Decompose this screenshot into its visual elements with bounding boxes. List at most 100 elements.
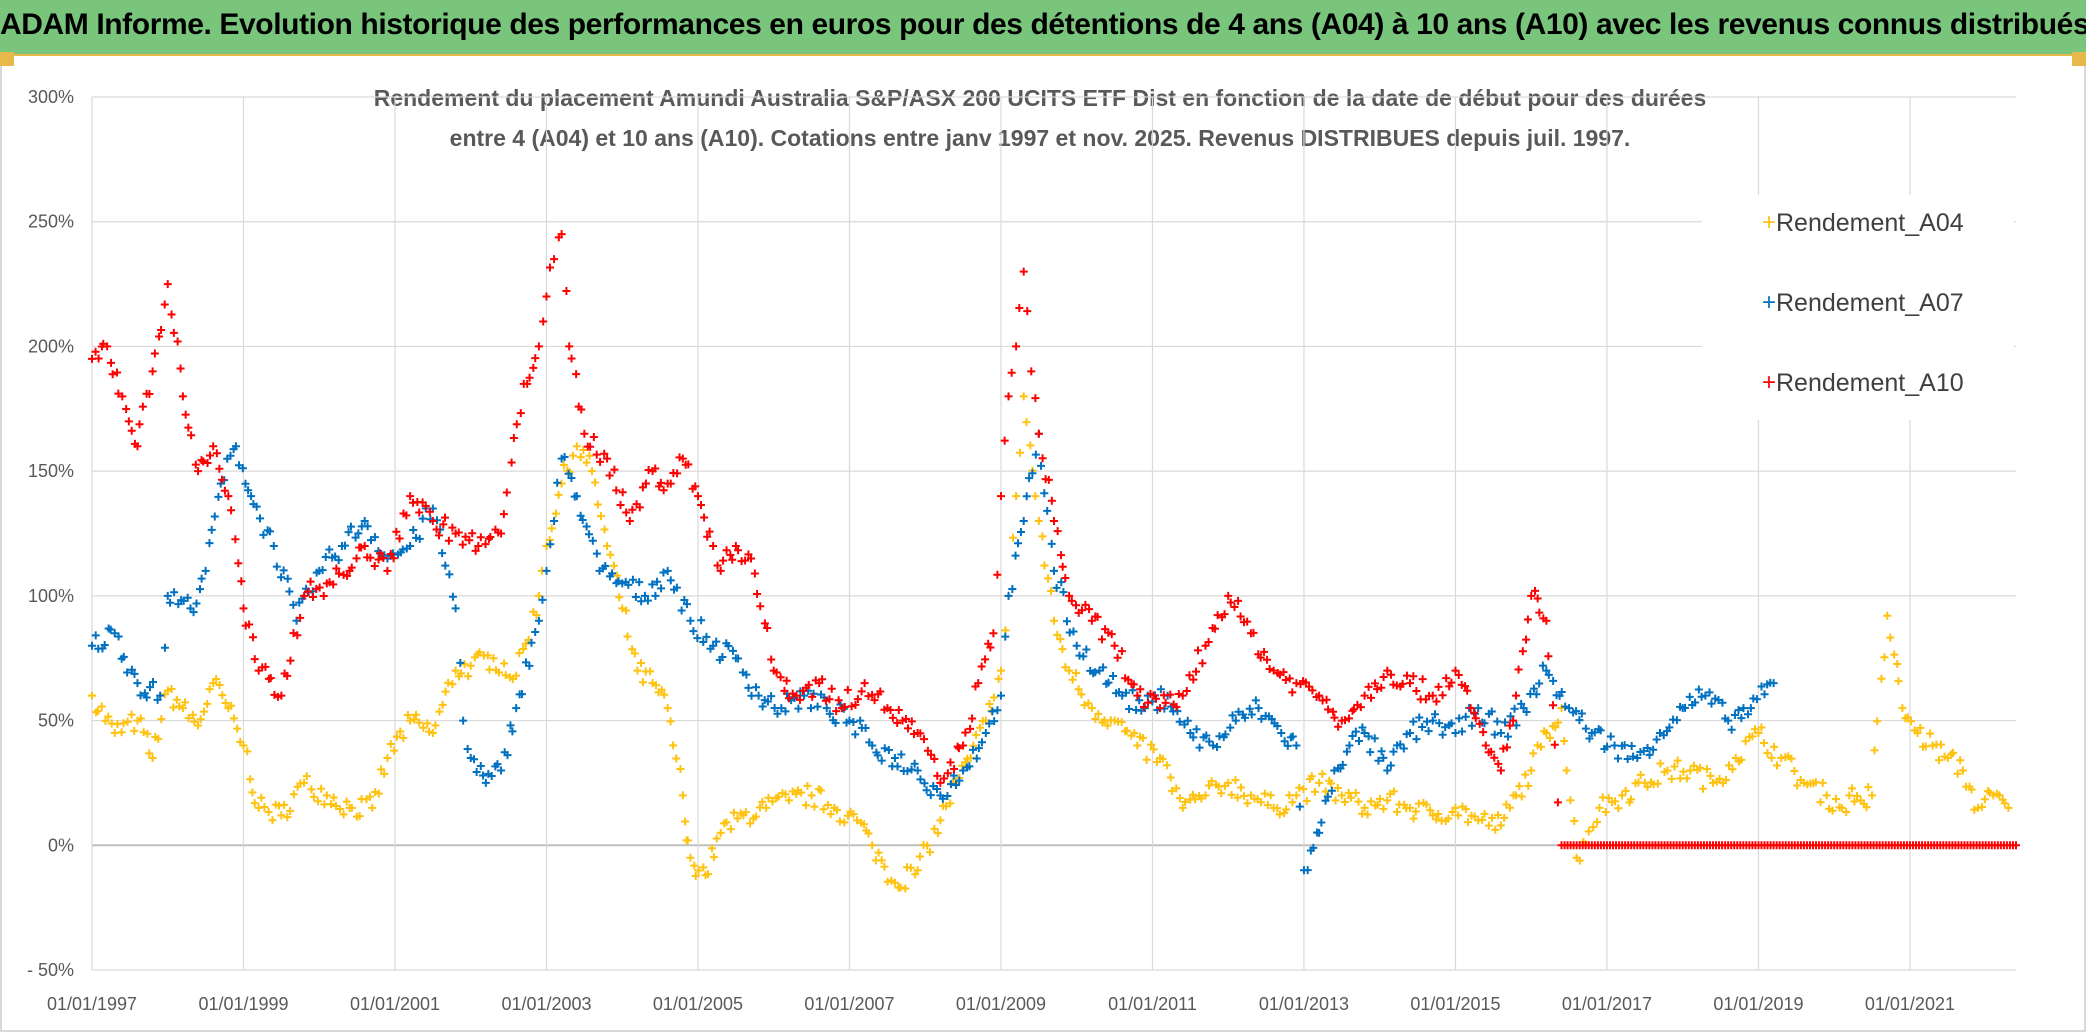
data-point [1107, 630, 1116, 639]
data-point [167, 310, 176, 319]
data-point [1263, 655, 1272, 664]
data-point [822, 704, 831, 713]
data-point [143, 729, 152, 738]
data-point [1793, 781, 1802, 790]
data-point [257, 793, 266, 802]
data-point [1324, 705, 1333, 714]
data-point [1192, 725, 1201, 734]
data-point [1432, 815, 1441, 824]
data-point [990, 717, 999, 726]
data-point [1581, 724, 1590, 733]
data-point [1236, 612, 1245, 621]
data-point [1828, 806, 1837, 815]
data-point [313, 797, 322, 806]
data-point [1299, 785, 1308, 794]
data-point [178, 392, 187, 401]
data-point [300, 778, 309, 787]
data-point [1050, 616, 1058, 625]
data-point [110, 729, 119, 738]
data-point [580, 429, 589, 438]
page-banner: ADAM Informe. Evolution historique des p… [0, 0, 2086, 56]
data-point [1224, 591, 1233, 600]
data-point [346, 522, 355, 531]
data-point [600, 525, 609, 534]
data-point [444, 678, 453, 687]
data-point [538, 595, 547, 604]
data-point [1627, 795, 1636, 804]
data-point [657, 584, 666, 593]
data-point [631, 593, 640, 602]
data-point [628, 505, 637, 514]
legend-label-a04: Rendement_A04 [1776, 209, 1964, 237]
data-point [93, 707, 102, 716]
data-point [551, 509, 560, 518]
data-point [529, 363, 538, 372]
data-point [1752, 695, 1761, 704]
data-point [691, 482, 700, 491]
data-point [1770, 742, 1779, 751]
data-point [1315, 691, 1324, 700]
data-point [173, 337, 182, 346]
data-point [1494, 759, 1503, 768]
data-point [197, 574, 206, 583]
data-point [1956, 756, 1965, 765]
data-point [1430, 710, 1439, 719]
data-point [531, 627, 540, 636]
data-point [1490, 730, 1499, 739]
data-point [677, 606, 686, 615]
data-point [1340, 797, 1349, 806]
data-point [1349, 705, 1358, 714]
data-point [676, 764, 685, 773]
page-title: ADAM Informe. Evolution historique des p… [0, 8, 2086, 41]
data-point [1434, 809, 1443, 818]
data-point [355, 812, 364, 821]
data-point [233, 724, 242, 733]
data-point [1172, 784, 1181, 793]
data-point [753, 590, 762, 599]
data-point [669, 741, 678, 750]
data-point [826, 810, 835, 819]
data-point [981, 655, 990, 664]
data-point [1234, 596, 1243, 605]
x-tick-label: 01/01/2005 [653, 994, 743, 1014]
data-point [1363, 810, 1372, 819]
data-point [653, 577, 662, 586]
data-point [237, 577, 246, 586]
data-point [1706, 771, 1715, 780]
data-point [1694, 685, 1703, 694]
data-point [1147, 740, 1156, 749]
data-point [1636, 770, 1645, 779]
data-point [383, 566, 392, 575]
data-point [1082, 645, 1091, 654]
data-point [1370, 734, 1379, 743]
data-point [481, 778, 490, 787]
data-point [1811, 778, 1820, 787]
x-tick-label: 01/01/2013 [1259, 994, 1349, 1014]
data-point [1561, 702, 1570, 711]
data-point [289, 600, 298, 609]
data-point [712, 834, 721, 843]
data-point [1670, 762, 1679, 771]
data-point [985, 719, 994, 728]
data-point [412, 710, 421, 719]
data-point [139, 728, 148, 737]
data-point [591, 478, 600, 487]
data-point [265, 527, 274, 536]
data-point [1760, 739, 1769, 748]
data-point [1050, 566, 1058, 575]
data-point [1067, 596, 1076, 605]
data-point [1894, 677, 1903, 686]
data-point [623, 632, 632, 641]
data-point [374, 789, 383, 798]
data-point [1016, 527, 1025, 536]
data-point [1038, 532, 1047, 541]
data-point [100, 640, 109, 649]
data-point [741, 556, 750, 565]
data-point [806, 704, 815, 713]
data-point [1412, 735, 1421, 744]
data-point [1510, 704, 1519, 713]
data-point [1183, 716, 1192, 725]
data-point [1522, 708, 1531, 717]
data-point [1050, 517, 1058, 526]
data-point [229, 714, 238, 723]
